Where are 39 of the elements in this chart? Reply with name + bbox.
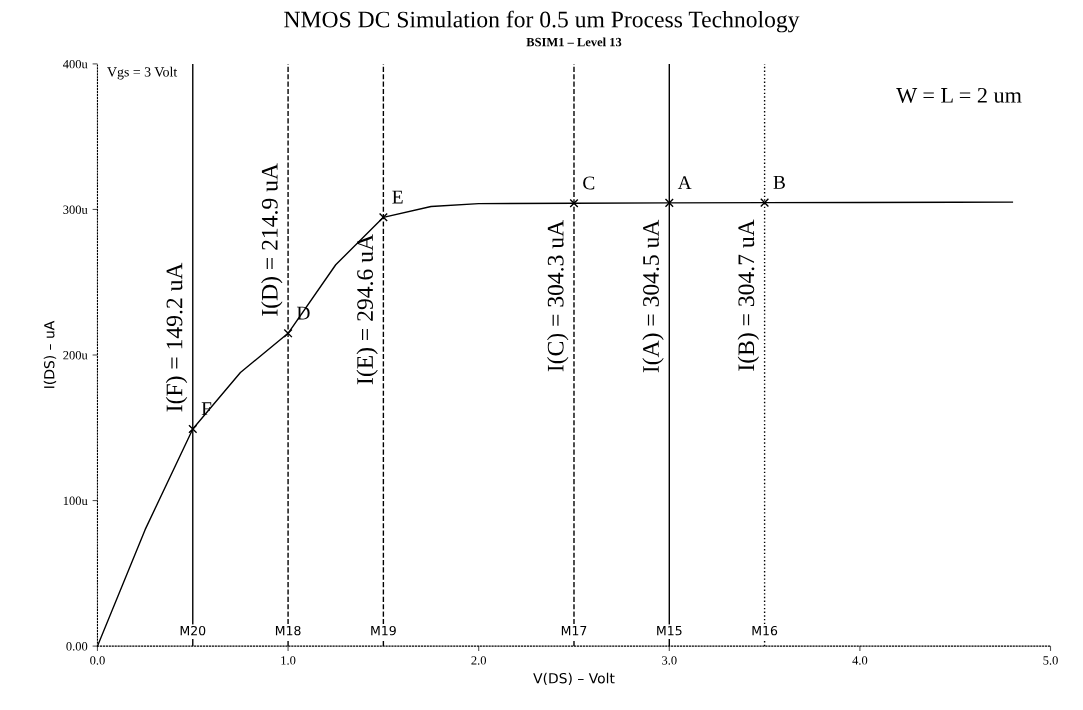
x-tick-label: 2.0 [471, 656, 487, 665]
annotation: I(B) = 304.7 uA [737, 219, 760, 371]
y-tick-label: 0.00 [66, 642, 88, 651]
annotation: I(A) = 304.5 uA [642, 219, 664, 373]
ref-line-label: M20 [180, 625, 206, 636]
x-tick-label: 4.0 [852, 656, 868, 665]
point [378, 212, 388, 222]
ref-line-label: M15 [657, 626, 682, 636]
point [760, 198, 770, 208]
point [283, 328, 293, 338]
annotation: C [583, 176, 595, 190]
annotation: A [677, 176, 692, 190]
x-axis-title: V(DS) – Volt [533, 672, 615, 686]
ref-line-label: M18 [275, 625, 301, 636]
annotation: Vgs = 3 Volt [107, 66, 178, 80]
annotation: I(C) = 304.3 uA [547, 220, 569, 372]
annotation: E [392, 190, 403, 204]
x-tick-label: 5.0 [1043, 656, 1058, 665]
chart-subtitle: BSIM1 – Level 13 [526, 37, 622, 47]
ref-line-label: M16 [752, 625, 778, 636]
point [664, 198, 674, 208]
annotation: I(D) = 214.9 uA [261, 163, 283, 316]
annotation: W = L = 2 um [896, 87, 1022, 103]
point [188, 424, 198, 434]
y-tick-label: 400u [62, 59, 88, 69]
point [569, 198, 579, 208]
y-tick-label: 300u [63, 205, 88, 214]
y-tick-label: 200u [63, 351, 88, 360]
annotation: B [773, 176, 785, 189]
y-tick-label: 100u [63, 496, 88, 506]
annotation: I(E) = 294.6 uA [356, 234, 378, 385]
ref-line-label: M19 [371, 625, 396, 636]
x-tick-label: 1.0 [281, 656, 296, 665]
chart-title: NMOS DC Simulation for 0.5 um Process Technology [284, 10, 800, 33]
ref-line-label: M17 [561, 626, 587, 636]
annotation: I(F) = 149.2 uA [165, 262, 188, 412]
x-tick-label: 0.0 [90, 656, 105, 665]
y-axis-title: I(DS) – uA [43, 320, 57, 388]
x-tick-label: 3.0 [662, 656, 677, 665]
